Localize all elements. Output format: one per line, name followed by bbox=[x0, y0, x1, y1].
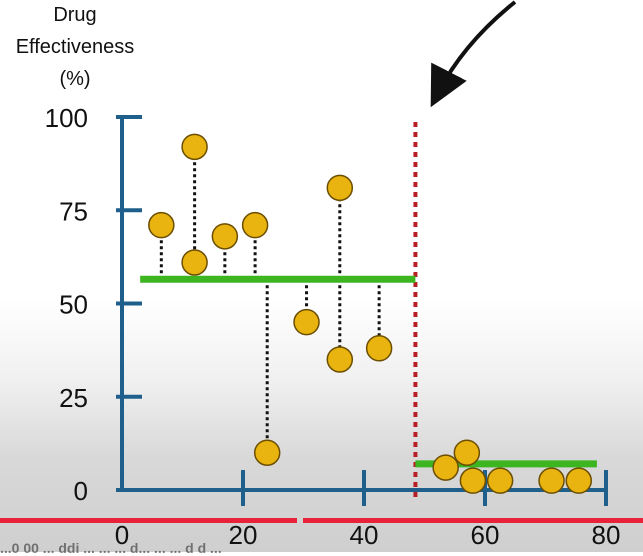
data-point-7 bbox=[326, 174, 354, 202]
data-point-0 bbox=[148, 211, 175, 239]
red-bar-left bbox=[0, 518, 297, 523]
x-tick-label-80: 80 bbox=[592, 520, 621, 550]
x-tick-label-0: 0 bbox=[115, 520, 129, 550]
x-tick-label-20: 20 bbox=[229, 520, 258, 550]
y-axis-label-line-3: (%) bbox=[59, 68, 91, 90]
data-point-5 bbox=[253, 439, 281, 466]
x-tick-label-60: 60 bbox=[471, 520, 500, 550]
y-tick-label-25: 25 bbox=[59, 383, 88, 413]
data-point-1 bbox=[181, 133, 208, 161]
y-tick-label-50: 50 bbox=[59, 290, 88, 320]
data-point-6 bbox=[293, 308, 320, 336]
caption-text: ...0 00 ... ddi ... ... ... d... ... ...… bbox=[0, 540, 222, 556]
data-point-13 bbox=[486, 467, 514, 494]
annotation-arrow bbox=[430, 0, 517, 108]
data-point-4 bbox=[241, 211, 269, 239]
data-point-8 bbox=[326, 346, 354, 373]
y-axis-label-line-2: Effectiveness bbox=[15, 36, 135, 58]
data-point-14 bbox=[538, 467, 565, 494]
y-axis-label-line-1: Drug bbox=[53, 4, 97, 26]
y-tick-label-100: 100 bbox=[45, 103, 88, 133]
data-point-9 bbox=[365, 335, 393, 362]
data-point-11 bbox=[453, 439, 481, 466]
data-point-2 bbox=[181, 249, 208, 276]
x-tick-label-40: 40 bbox=[350, 520, 379, 550]
y-tick-label-0: 0 bbox=[74, 476, 88, 506]
data-point-3 bbox=[211, 223, 239, 250]
data-point-15 bbox=[565, 467, 593, 494]
data-point-12 bbox=[459, 467, 487, 494]
data-point-10 bbox=[432, 454, 459, 481]
y-tick-label-75: 75 bbox=[59, 196, 88, 226]
red-bar-right bbox=[303, 518, 643, 523]
